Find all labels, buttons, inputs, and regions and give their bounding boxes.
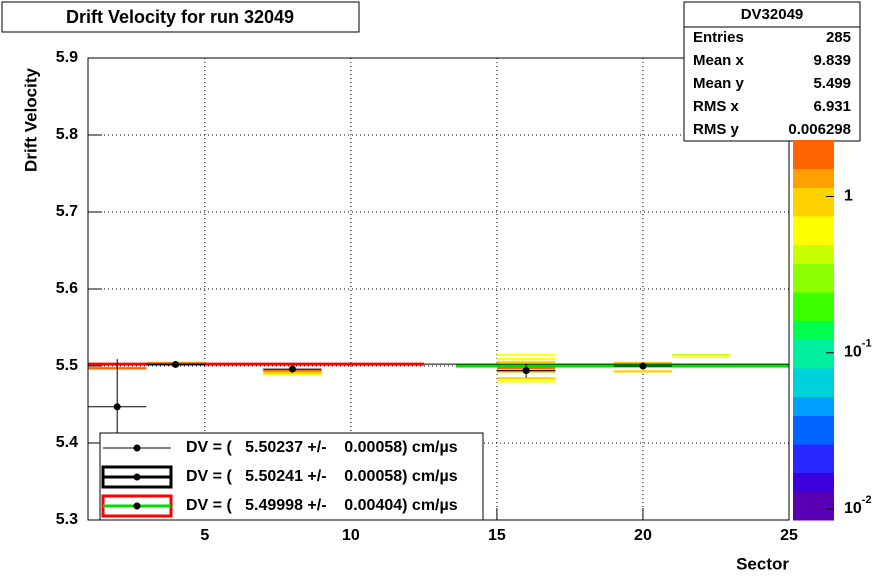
color-bar-band bbox=[793, 235, 834, 245]
cell bbox=[496, 380, 556, 383]
color-bar-band bbox=[793, 168, 834, 179]
color-bar-band bbox=[793, 187, 834, 198]
color-bar-band bbox=[793, 159, 834, 169]
cell bbox=[263, 371, 322, 375]
color-bar-band bbox=[793, 149, 834, 160]
y-tick-label: 5.7 bbox=[56, 203, 78, 220]
z-tick-label: 1 bbox=[844, 188, 853, 205]
color-bar-band bbox=[793, 292, 834, 302]
title-box bbox=[1, 1, 360, 33]
cell bbox=[672, 356, 731, 358]
color-bar-band bbox=[793, 311, 834, 321]
color-bar-band bbox=[793, 197, 834, 207]
cell bbox=[263, 374, 322, 376]
x-tick-label: 15 bbox=[488, 527, 506, 544]
x-axis-label: Sector bbox=[736, 554, 789, 573]
legend-label: DV = ( 5.50237 +/- 0.00058) cm/µs bbox=[186, 439, 458, 456]
x-tick-label: 20 bbox=[634, 527, 652, 544]
color-bar-band bbox=[793, 273, 834, 283]
y-tick-label: 5.6 bbox=[56, 280, 78, 297]
color-bar-band bbox=[793, 320, 834, 331]
stats-rows: Entries 285 Mean x 9.839 Mean y 5.499 RMS x 6.9… bbox=[693, 29, 851, 138]
color-bar-band bbox=[793, 254, 834, 264]
y-tick-label: 5.5 bbox=[56, 357, 78, 374]
z-tick-label: 10-1 bbox=[844, 338, 872, 361]
color-bar-band bbox=[793, 358, 834, 369]
color-bar-band bbox=[793, 349, 834, 359]
y-tick-label: 5.3 bbox=[56, 511, 78, 528]
color-bar-band bbox=[793, 396, 834, 407]
x-tick-label: 5 bbox=[200, 527, 209, 544]
legend-marker bbox=[133, 502, 141, 510]
z-tick-label: 10-2 bbox=[844, 494, 872, 517]
color-bar-band bbox=[793, 415, 834, 426]
color-bar-band bbox=[793, 225, 834, 236]
color-bar-band bbox=[793, 510, 834, 521]
color-bar-band bbox=[793, 216, 834, 226]
color-bar-band bbox=[793, 444, 834, 454]
color-bar-band bbox=[793, 491, 834, 502]
cell bbox=[496, 357, 556, 361]
color-bar-band bbox=[793, 244, 834, 255]
stats-value: 6.931 bbox=[813, 98, 851, 115]
x-tick-label: 25 bbox=[780, 527, 798, 544]
color-bar-band bbox=[793, 501, 834, 511]
point bbox=[639, 362, 647, 370]
stats-value: 5.499 bbox=[813, 75, 851, 92]
y-tick-label: 5.9 bbox=[56, 49, 78, 66]
legend: DV = ( 5.50237 +/- 0.00058) cm/µs DV = ( … bbox=[101, 439, 458, 518]
stats-label: RMS y bbox=[693, 121, 740, 138]
color-bar-band bbox=[793, 301, 834, 312]
color-bar-band bbox=[793, 282, 834, 293]
y-axis-label: Drift Velocity bbox=[21, 67, 40, 171]
color-bar-band bbox=[793, 387, 834, 397]
color-bar-band bbox=[793, 482, 834, 492]
stats-label: Mean y bbox=[693, 75, 745, 92]
legend-marker bbox=[133, 444, 141, 452]
chart-title: Drift Velocity for run 32049 bbox=[66, 7, 294, 27]
cell bbox=[496, 377, 556, 380]
color-bar-band bbox=[793, 330, 834, 340]
stats-label: RMS x bbox=[693, 98, 740, 115]
color-bar-band bbox=[793, 377, 834, 388]
point bbox=[288, 365, 296, 373]
stats-label: Entries bbox=[693, 29, 744, 46]
stats-value: 285 bbox=[826, 29, 851, 46]
legend-label: DV = ( 5.49998 +/- 0.00404) cm/µs bbox=[186, 497, 458, 514]
color-bar-band bbox=[793, 463, 834, 473]
color-bar-band bbox=[793, 472, 834, 483]
point bbox=[172, 360, 180, 368]
legend-label: DV = ( 5.50241 +/- 0.00058) cm/µs bbox=[186, 468, 458, 485]
color-bar-band bbox=[793, 368, 834, 378]
stats-label: Mean x bbox=[693, 52, 745, 69]
color-bar-band bbox=[793, 206, 834, 217]
stats-title: DV32049 bbox=[741, 6, 804, 23]
point bbox=[113, 403, 121, 411]
color-bar-band bbox=[793, 263, 834, 274]
color-bar-band bbox=[793, 453, 834, 464]
stats-value: 9.839 bbox=[813, 52, 851, 69]
stats-box bbox=[683, 1, 861, 142]
point bbox=[522, 367, 530, 375]
color-bar-band bbox=[793, 140, 834, 150]
stats-value: 0.006298 bbox=[788, 121, 851, 138]
cell bbox=[496, 354, 556, 356]
color-bar-band bbox=[793, 339, 834, 350]
cell bbox=[672, 354, 731, 356]
cell bbox=[613, 370, 673, 373]
color-bar-band bbox=[793, 425, 834, 435]
cell bbox=[496, 360, 556, 364]
color-bar-band bbox=[793, 178, 834, 188]
y-tick-label: 5.8 bbox=[56, 126, 78, 143]
color-bar-band bbox=[793, 434, 834, 445]
color-bar-band bbox=[793, 406, 834, 416]
legend-marker bbox=[133, 473, 141, 481]
y-tick-label: 5.4 bbox=[56, 434, 78, 451]
x-tick-label: 10 bbox=[342, 527, 360, 544]
